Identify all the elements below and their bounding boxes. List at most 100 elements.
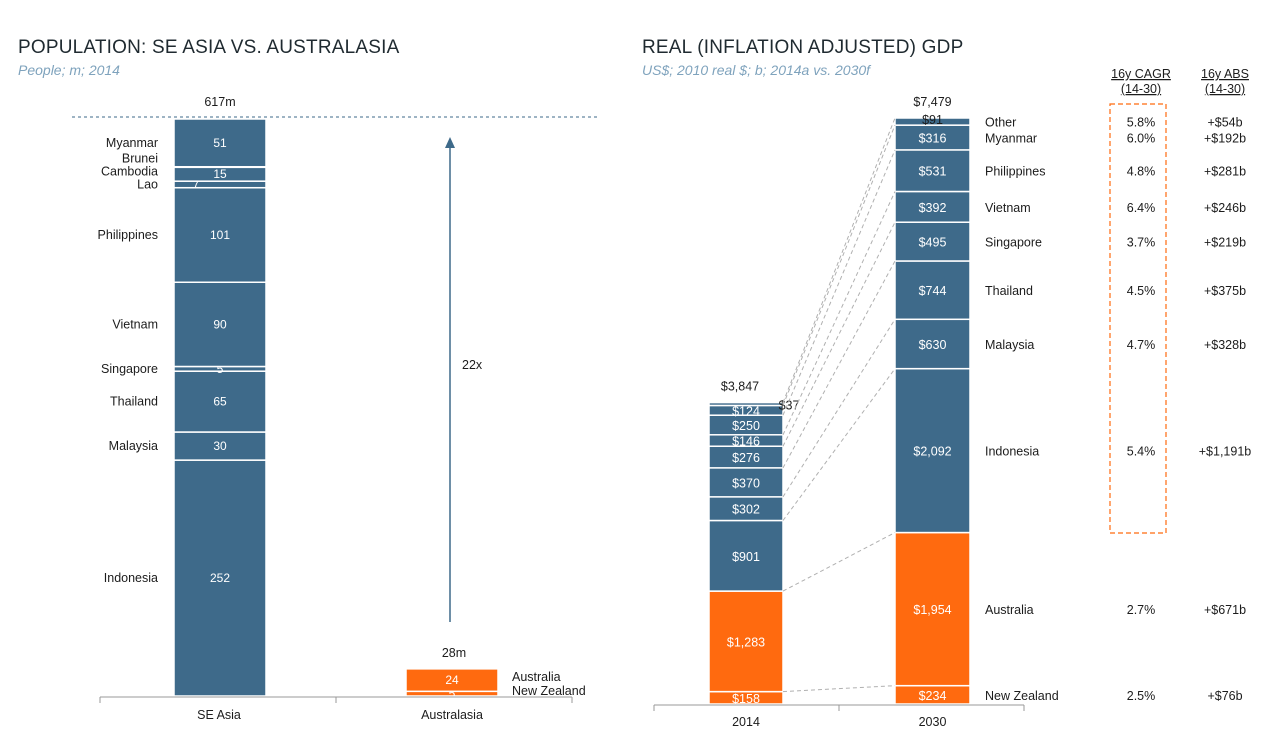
connector-line-philippines: [782, 149, 896, 416]
category-label-new-zealand: New Zealand: [512, 684, 586, 698]
gdp-chart-title: REAL (INFLATION ADJUSTED) GDP: [642, 37, 964, 58]
category-label-myanmar: Myanmar: [106, 136, 158, 150]
value-label-indonesia: 252: [210, 571, 230, 585]
value-label-australia: 24: [445, 673, 459, 687]
bar-2030-philippines: [894, 149, 971, 193]
cagr-header-line-1: 16y CAGR: [1111, 67, 1171, 81]
category-label-thailand: Thailand: [110, 395, 158, 409]
value-label-2014-new-zealand: $158: [732, 692, 760, 706]
value-label-2014-australia: $1,283: [727, 635, 765, 649]
value-label-2030-myanmar: $316: [919, 132, 947, 146]
category-label-vietnam: Vietnam: [112, 317, 158, 331]
cagr-value-new-zealand: 2.5%: [1127, 689, 1156, 703]
category-label-cambodia: Cambodia: [101, 164, 158, 178]
abs-value-singapore: +$219b: [1204, 236, 1246, 250]
cagr-value-indonesia: 5.4%: [1127, 445, 1156, 459]
category-label-philippines: Philippines: [98, 228, 158, 242]
value-label-2014-myanmar: $124: [732, 404, 760, 418]
category-label-malaysia: Malaysia: [985, 338, 1034, 352]
value-label-2030-new-zealand: $234: [919, 689, 947, 703]
bar-se-asia-myanmar: [173, 118, 267, 168]
value-label-2014-indonesia: $901: [732, 550, 760, 564]
category-label-australia: Australia: [985, 603, 1034, 617]
abs-value-other: +$54b: [1207, 116, 1242, 130]
bar-2030-vietnam: [894, 190, 971, 223]
value-label-philippines: 101: [210, 228, 230, 242]
value-label-cambodia: 15: [213, 167, 227, 181]
abs-header-line-2: (14-30): [1205, 82, 1245, 96]
value-label-2030-other: $91: [922, 113, 943, 127]
cagr-value-australia: 2.7%: [1127, 603, 1156, 617]
category-label-singapore: Singapore: [101, 362, 158, 376]
value-label-2014-vietnam: $146: [732, 434, 760, 448]
cagr-value-thailand: 4.5%: [1127, 284, 1156, 298]
category-label-indonesia: Indonesia: [104, 571, 158, 585]
abs-value-malaysia: +$328b: [1204, 338, 1246, 352]
abs-value-new-zealand: +$76b: [1207, 689, 1242, 703]
value-label-thailand: 65: [213, 395, 227, 409]
value-label-2014-malaysia: $302: [732, 503, 760, 517]
abs-value-thailand: +$375b: [1204, 284, 1246, 298]
connector-line-other: [782, 117, 896, 403]
value-label-2030-vietnam: $392: [919, 201, 947, 215]
value-label-2030-australia: $1,954: [913, 603, 951, 617]
bar-2030-malaysia: [894, 318, 971, 370]
value-label-malaysia: 30: [213, 439, 227, 453]
connector-line-australia: [782, 532, 896, 592]
gdp-chart-subtitle: US$; 2010 real $; b; 2014a vs. 2030f: [642, 62, 871, 78]
value-label-2030-thailand: $744: [919, 284, 947, 298]
category-label-other: Other: [985, 116, 1016, 130]
cagr-value-myanmar: 6.0%: [1127, 132, 1156, 146]
bar-australasia-australia: [405, 668, 499, 693]
category-label-brunei: Brunei: [122, 151, 158, 165]
connector-line-indonesia: [782, 368, 896, 521]
abs-value-indonesia: +$1,191b: [1199, 445, 1252, 459]
bar-se-asia-vietnam: [173, 281, 267, 368]
value-label-myanmar: 51: [213, 136, 227, 150]
category-label-vietnam: Vietnam: [985, 201, 1031, 215]
abs-value-australia: +$671b: [1204, 603, 1246, 617]
category-label-indonesia: Indonesia: [985, 445, 1039, 459]
cagr-value-other: 5.8%: [1127, 116, 1156, 130]
connector-line-thailand: [782, 260, 896, 469]
bar-se-asia-thailand: [173, 370, 267, 433]
population-chart-subtitle: People; m; 2014: [18, 62, 120, 78]
bar-2014-other: [708, 401, 784, 407]
value-label-2014-philippines: $250: [732, 419, 760, 433]
value-label-2030-philippines: $531: [919, 165, 947, 179]
x-tick-label-australasia: Australasia: [421, 708, 483, 722]
bar-2030-myanmar: [894, 124, 971, 151]
total-label-2030: $7,479: [913, 95, 951, 109]
category-label-thailand: Thailand: [985, 284, 1033, 298]
abs-value-vietnam: +$246b: [1204, 201, 1246, 215]
value-label-2030-malaysia: $630: [919, 338, 947, 352]
x-tick-label-2030: 2030: [919, 715, 947, 729]
value-label-2014-thailand: $370: [732, 476, 760, 490]
value-label-lao: 7: [193, 177, 200, 191]
category-label-new-zealand: New Zealand: [985, 689, 1059, 703]
cagr-value-vietnam: 6.4%: [1127, 201, 1156, 215]
category-label-singapore: Singapore: [985, 236, 1042, 250]
bar-2030-thailand: [894, 260, 971, 321]
cagr-value-singapore: 3.7%: [1127, 236, 1156, 250]
bar-2030-indonesia: [894, 367, 971, 534]
category-label-myanmar: Myanmar: [985, 132, 1037, 146]
cagr-value-philippines: 4.8%: [1127, 165, 1156, 179]
total-label-2014: $3,847: [721, 380, 759, 394]
multiple-arrow-head: [445, 137, 455, 148]
bar-2030-other: [894, 117, 971, 126]
value-label-new-zealand: 5: [449, 687, 456, 701]
value-label-2014-other: $37: [779, 399, 800, 413]
connector-line-malaysia: [782, 319, 896, 498]
connector-line-singapore: [782, 221, 896, 447]
abs-header-line-1: 16y ABS: [1201, 67, 1249, 81]
connector-line-new-zealand: [782, 685, 896, 693]
cagr-highlight-box: [1109, 103, 1167, 534]
value-label-vietnam: 90: [213, 317, 227, 331]
total-label-australasia: 28m: [442, 646, 466, 660]
cagr-value-malaysia: 4.7%: [1127, 338, 1156, 352]
abs-value-myanmar: +$192b: [1204, 132, 1246, 146]
category-label-australia: Australia: [512, 670, 561, 684]
